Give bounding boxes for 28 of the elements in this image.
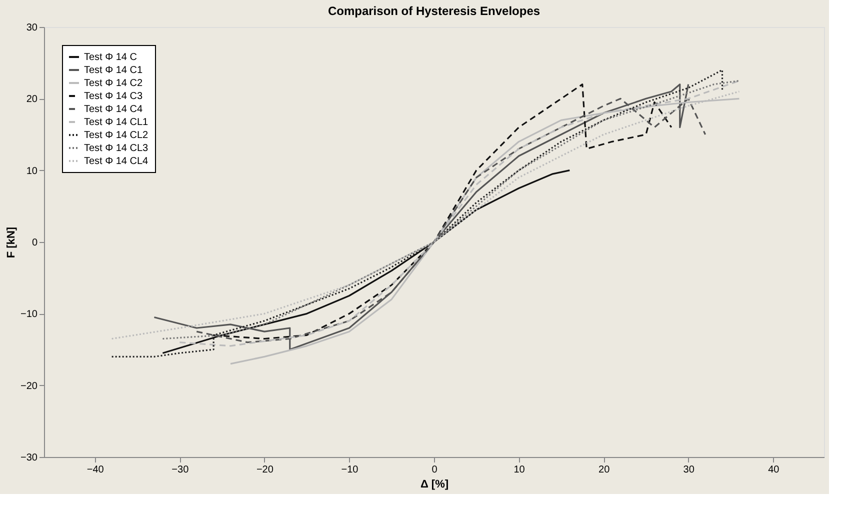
legend-label: Test Φ 14 C2 (84, 78, 143, 89)
x-tick-label: −10 (341, 464, 359, 476)
y-tick-label: 30 (26, 22, 38, 34)
legend-label: Test Φ 14 CL4 (84, 156, 149, 167)
x-tick-label: −40 (86, 464, 104, 476)
y-tick-label: 20 (26, 94, 38, 106)
legend-label: Test Φ 14 CL3 (84, 143, 149, 154)
x-axis-title: Δ [%] (420, 478, 449, 490)
legend-label: Test Φ 14 C3 (84, 91, 143, 102)
y-tick-label: −20 (20, 380, 38, 392)
x-tick-label: 0 (432, 464, 438, 476)
y-tick-label: 0 (32, 238, 38, 248)
x-tick-label: 30 (683, 464, 695, 476)
y-tick-label: −10 (20, 309, 38, 320)
legend-label: Test Φ 14 C1 (84, 65, 143, 76)
x-tick-label: 20 (598, 464, 610, 476)
x-tick-label: −20 (256, 464, 274, 476)
legend-label: Test Φ 14 CL1 (84, 117, 149, 128)
legend-label: Test Φ 14 C (84, 52, 137, 63)
legend-label: Test Φ 14 C4 (84, 104, 143, 115)
y-tick-label: 10 (26, 166, 38, 177)
legend-label: Test Φ 14 CL2 (84, 130, 149, 141)
x-tick-label: 40 (768, 464, 780, 476)
x-tick-label: −30 (172, 464, 190, 476)
chart-title: Comparison of Hysteresis Envelopes (328, 4, 540, 18)
y-axis-title: F [kN] (6, 226, 18, 258)
x-tick-label: 10 (514, 464, 526, 476)
y-tick-label: −30 (20, 452, 38, 464)
